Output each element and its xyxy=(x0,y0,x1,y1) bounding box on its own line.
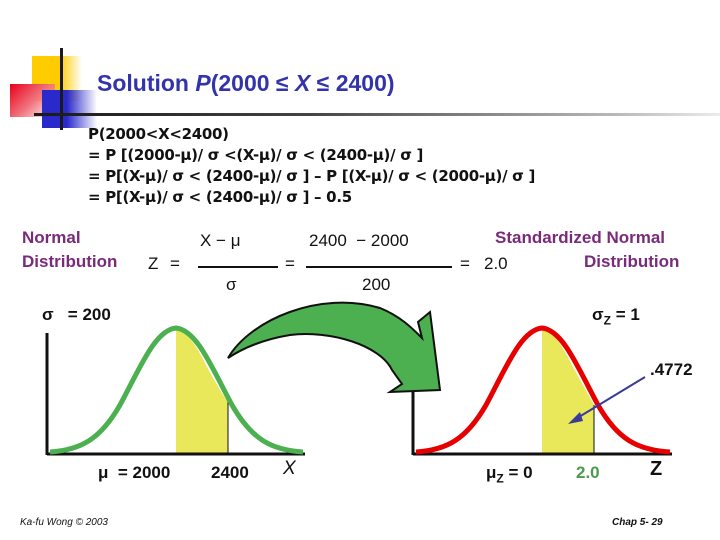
equation-line-3: = P[(X-μ)/ σ < (2400-μ)/ σ ] – P [(X-μ)/… xyxy=(88,167,536,185)
left-shaded-area xyxy=(176,328,228,454)
formula-equals-3: = xyxy=(460,254,470,273)
transform-arrow-icon xyxy=(227,301,442,394)
std-normal-label-2: Distribution xyxy=(584,252,680,271)
decor-vertical-line xyxy=(60,48,63,130)
area-pointer-line xyxy=(573,376,646,421)
normal-dist-label-1: Normal xyxy=(22,228,81,247)
left-x-tick-2400: 2400 xyxy=(211,463,249,482)
decor-blue-square xyxy=(42,90,97,128)
right-axis-label-z: Z xyxy=(650,458,663,480)
right-mu-label: μZ = 0 xyxy=(486,463,533,486)
formula-numerator-2: 2400 − 2000 xyxy=(309,231,409,250)
area-pointer-head xyxy=(568,412,583,424)
std-normal-label-1: Standardized Normal xyxy=(495,228,666,247)
slide-title: Solution P(2000 ≤ X ≤ 2400) xyxy=(97,70,395,96)
normal-dist-label-2: Distribution xyxy=(22,252,118,271)
right-z-tick-2: 2.0 xyxy=(576,463,600,482)
fraction-bar-1 xyxy=(198,266,278,268)
fraction-bar-2 xyxy=(306,266,452,268)
area-value-label: .4772 xyxy=(650,360,693,379)
formula-equals-2: = xyxy=(285,254,295,273)
footer-page: Chap 5- 29 xyxy=(612,517,663,528)
title-underline xyxy=(34,113,720,116)
sigma-left-label: σ = 200 xyxy=(42,305,111,324)
footer-author: Ka-fu Wong © 2003 xyxy=(20,517,108,528)
formula-result: 2.0 xyxy=(484,254,508,273)
formula-equals-1: = xyxy=(170,254,180,273)
equation-line-2: = P [(2000-μ)/ σ <(X-μ)/ σ < (2400-μ)/ σ… xyxy=(88,146,424,164)
formula-z: Z xyxy=(148,254,159,273)
right-shaded-area xyxy=(542,328,594,454)
formula-numerator-1: X − μ xyxy=(200,231,241,250)
left-normal-curve xyxy=(49,325,304,455)
sigma-right-label: σZ = 1 xyxy=(592,305,640,328)
equation-line-4: = P[(X-μ)/ σ < (2400-μ)/ σ ] – 0.5 xyxy=(88,188,352,206)
left-axis-label-x: X xyxy=(283,458,296,479)
formula-denominator-2: 200 xyxy=(362,275,391,294)
left-mu-label: μ = 2000 xyxy=(98,463,171,482)
formula-denominator-1: σ xyxy=(226,275,237,294)
equation-line-1: P(2000<X<2400) xyxy=(88,125,229,143)
right-normal-curve xyxy=(415,325,671,455)
